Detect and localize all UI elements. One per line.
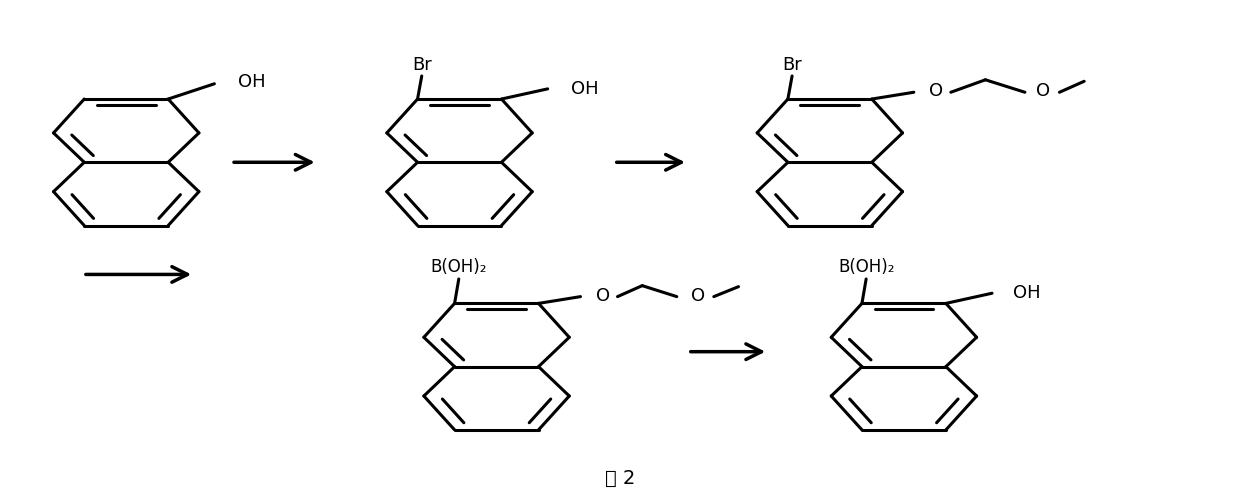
Text: O: O — [1037, 82, 1050, 100]
Text: B(OH)₂: B(OH)₂ — [838, 258, 894, 276]
Text: OH: OH — [238, 73, 265, 91]
Text: 式 2: 式 2 — [605, 469, 635, 488]
Text: Br: Br — [782, 56, 802, 74]
Text: OH: OH — [570, 80, 599, 98]
Text: O: O — [595, 287, 610, 304]
Text: B(OH)₂: B(OH)₂ — [430, 258, 487, 276]
Text: O: O — [929, 82, 944, 100]
Text: Br: Br — [412, 56, 432, 74]
Text: O: O — [691, 287, 704, 304]
Text: OH: OH — [1013, 284, 1040, 302]
